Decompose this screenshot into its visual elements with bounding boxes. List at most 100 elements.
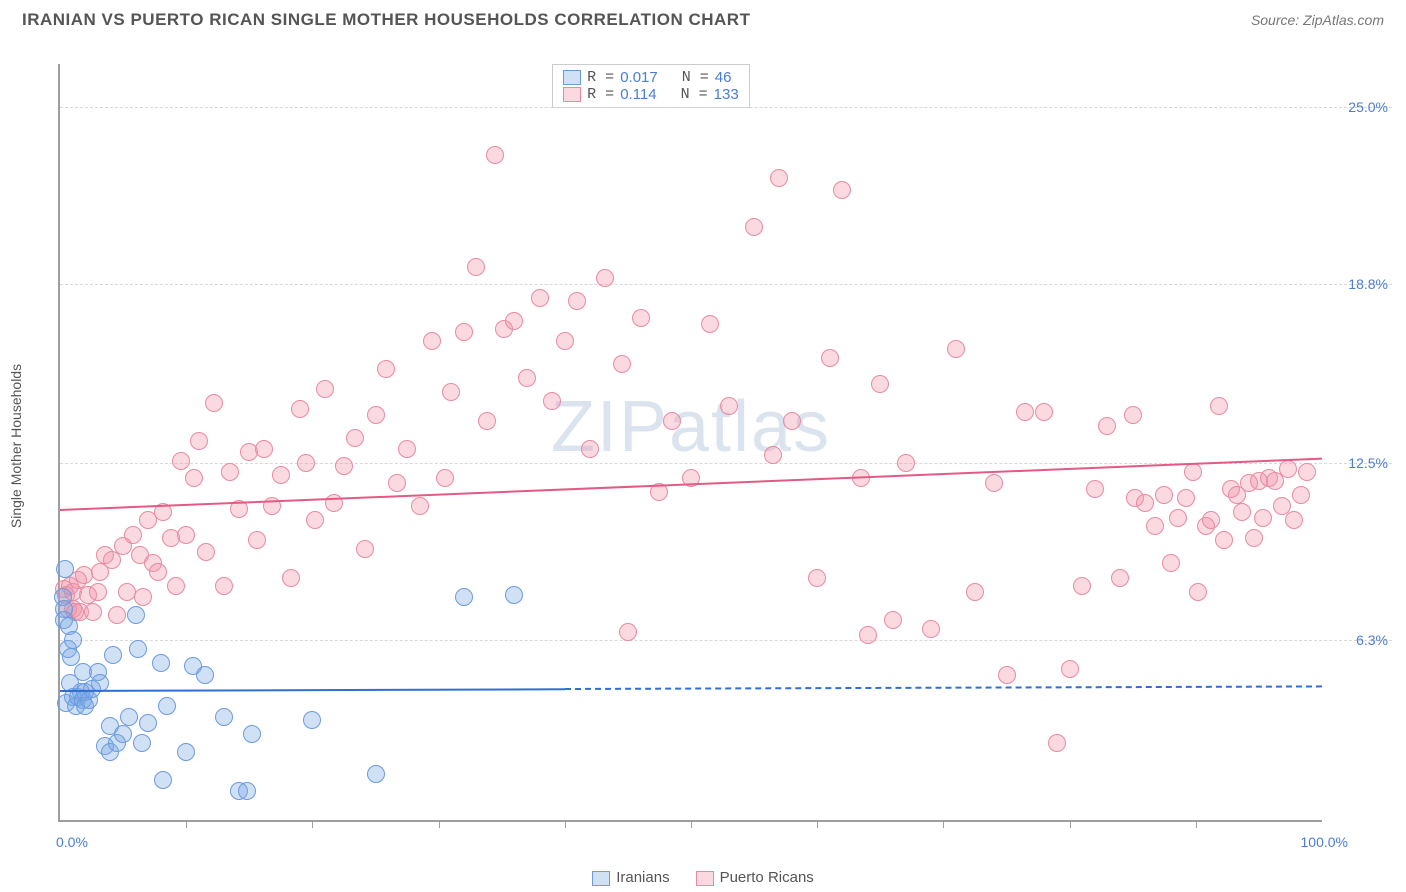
x-tick xyxy=(312,820,313,828)
data-point xyxy=(518,369,536,387)
data-point xyxy=(196,666,214,684)
data-point xyxy=(221,463,239,481)
data-point xyxy=(1202,511,1220,529)
data-point xyxy=(303,711,321,729)
data-point xyxy=(701,315,719,333)
data-point xyxy=(367,765,385,783)
data-point xyxy=(568,292,586,310)
x-tick xyxy=(439,820,440,828)
data-point xyxy=(388,474,406,492)
data-point xyxy=(316,380,334,398)
data-point xyxy=(745,218,763,236)
gridline xyxy=(60,107,1392,108)
data-point xyxy=(1136,494,1154,512)
data-point xyxy=(197,543,215,561)
data-point xyxy=(1162,554,1180,572)
y-tick-label: 6.3% xyxy=(1356,632,1388,648)
data-point xyxy=(985,474,1003,492)
data-point xyxy=(783,412,801,430)
data-point xyxy=(998,666,1016,684)
x-tick-right: 100.0% xyxy=(1301,834,1348,850)
data-point xyxy=(543,392,561,410)
data-point xyxy=(720,397,738,415)
data-point xyxy=(346,429,364,447)
data-point xyxy=(282,569,300,587)
data-point xyxy=(190,432,208,450)
source-label: Source: ZipAtlas.com xyxy=(1251,12,1384,28)
data-point xyxy=(377,360,395,378)
data-point xyxy=(84,603,102,621)
data-point xyxy=(154,771,172,789)
y-tick-label: 25.0% xyxy=(1348,99,1388,115)
trend-line xyxy=(60,688,565,692)
data-point xyxy=(127,606,145,624)
data-point xyxy=(613,355,631,373)
data-point xyxy=(467,258,485,276)
data-point xyxy=(1215,531,1233,549)
data-point xyxy=(531,289,549,307)
data-point xyxy=(770,169,788,187)
data-point xyxy=(248,531,266,549)
data-point xyxy=(442,383,460,401)
data-point xyxy=(1189,583,1207,601)
data-point xyxy=(177,526,195,544)
data-point xyxy=(158,697,176,715)
x-tick xyxy=(817,820,818,828)
plot-area: ZIPatlas R = 0.017 N = 46R = 0.114 N = 1… xyxy=(58,64,1322,822)
data-point xyxy=(859,626,877,644)
data-point xyxy=(1016,403,1034,421)
data-point xyxy=(398,440,416,458)
data-point xyxy=(89,583,107,601)
data-point xyxy=(1184,463,1202,481)
data-point xyxy=(1146,517,1164,535)
x-tick xyxy=(1070,820,1071,828)
data-point xyxy=(411,497,429,515)
y-tick-label: 12.5% xyxy=(1348,455,1388,471)
data-point xyxy=(1245,529,1263,547)
data-point xyxy=(185,469,203,487)
data-point xyxy=(1098,417,1116,435)
data-point xyxy=(1210,397,1228,415)
data-point xyxy=(152,654,170,672)
data-point xyxy=(1035,403,1053,421)
data-point xyxy=(505,312,523,330)
data-point xyxy=(556,332,574,350)
data-point xyxy=(897,454,915,472)
data-point xyxy=(134,588,152,606)
data-point xyxy=(149,563,167,581)
x-tick xyxy=(943,820,944,828)
data-point xyxy=(1086,480,1104,498)
data-point xyxy=(1124,406,1142,424)
data-point xyxy=(632,309,650,327)
x-tick xyxy=(691,820,692,828)
data-point xyxy=(215,577,233,595)
data-point xyxy=(172,452,190,470)
data-point xyxy=(1292,486,1310,504)
data-point xyxy=(455,323,473,341)
trend-line xyxy=(565,686,1322,691)
data-point xyxy=(272,466,290,484)
data-point xyxy=(663,412,681,430)
data-point xyxy=(478,412,496,430)
legend-swatch xyxy=(563,87,581,102)
data-point xyxy=(255,440,273,458)
data-point xyxy=(1279,460,1297,478)
series-legend: IraniansPuerto Ricans xyxy=(0,869,1406,886)
data-point xyxy=(129,640,147,658)
stats-legend: R = 0.017 N = 46R = 0.114 N = 133 xyxy=(552,64,750,108)
data-point xyxy=(821,349,839,367)
data-point xyxy=(124,526,142,544)
data-point xyxy=(133,734,151,752)
data-point xyxy=(884,611,902,629)
data-point xyxy=(291,400,309,418)
data-point xyxy=(306,511,324,529)
data-point xyxy=(486,146,504,164)
data-point xyxy=(120,708,138,726)
data-point xyxy=(505,586,523,604)
data-point xyxy=(1111,569,1129,587)
y-axis-label: Single Mother Households xyxy=(8,364,24,528)
x-tick xyxy=(1196,820,1197,828)
legend-swatch xyxy=(696,871,714,886)
legend-row: R = 0.114 N = 133 xyxy=(563,86,739,103)
legend-row: R = 0.017 N = 46 xyxy=(563,69,739,86)
